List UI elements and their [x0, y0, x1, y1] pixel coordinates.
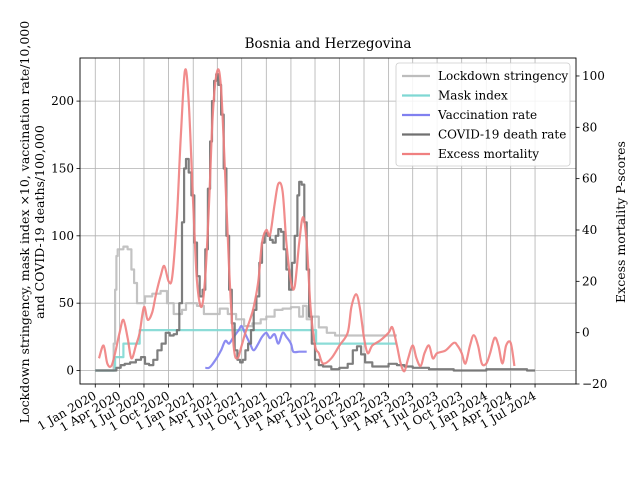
series-vaccination-rate-line — [205, 324, 307, 370]
y-right-tick-label: 60 — [582, 172, 597, 186]
y-left-tick-label: 0 — [66, 364, 74, 378]
y-left-tick-label: 200 — [51, 94, 74, 108]
series-covid-19-death-rate-line — [95, 73, 535, 372]
y-right-tick-label: 80 — [582, 120, 597, 134]
legend-label: Mask index — [438, 89, 508, 103]
y-right-tick-label: 100 — [582, 69, 605, 83]
y-right-tick-label: 20 — [582, 274, 597, 288]
series-layer — [95, 68, 535, 373]
legend-label: COVID-19 death rate — [438, 128, 566, 142]
chart-title: Bosnia and Herzegovina — [245, 36, 412, 52]
legend-label: Excess mortality — [438, 147, 539, 161]
y-right-tick-label: −20 — [582, 377, 607, 391]
y-right-tick-label: 40 — [582, 223, 597, 237]
plot-frame — [79, 57, 577, 385]
y-right-tick-label: 0 — [582, 326, 590, 340]
legend-label: Vaccination rate — [437, 108, 537, 122]
y-right-axis-label: Excess mortality P-scores — [613, 141, 628, 303]
series-mask-index-line — [95, 329, 397, 372]
y-left-axis-label-line1: Lockdown stringency, mask index ×10, vac… — [17, 21, 32, 423]
y-left-tick-label: 150 — [51, 161, 74, 175]
grid — [80, 58, 576, 384]
legend-label: Lockdown stringency — [438, 69, 568, 83]
legend: Lockdown stringency Mask index Vaccination… — [395, 62, 571, 167]
y-left-tick-label: 50 — [59, 296, 74, 310]
series-excess-mortality-line — [97, 68, 516, 373]
y-left-axis-label-line2: and COVID-19 deaths/100,000 — [32, 125, 47, 319]
series-lockdown-stringency-line — [95, 245, 397, 372]
y-left-tick-label: 100 — [51, 229, 74, 243]
legend-box — [395, 62, 571, 167]
